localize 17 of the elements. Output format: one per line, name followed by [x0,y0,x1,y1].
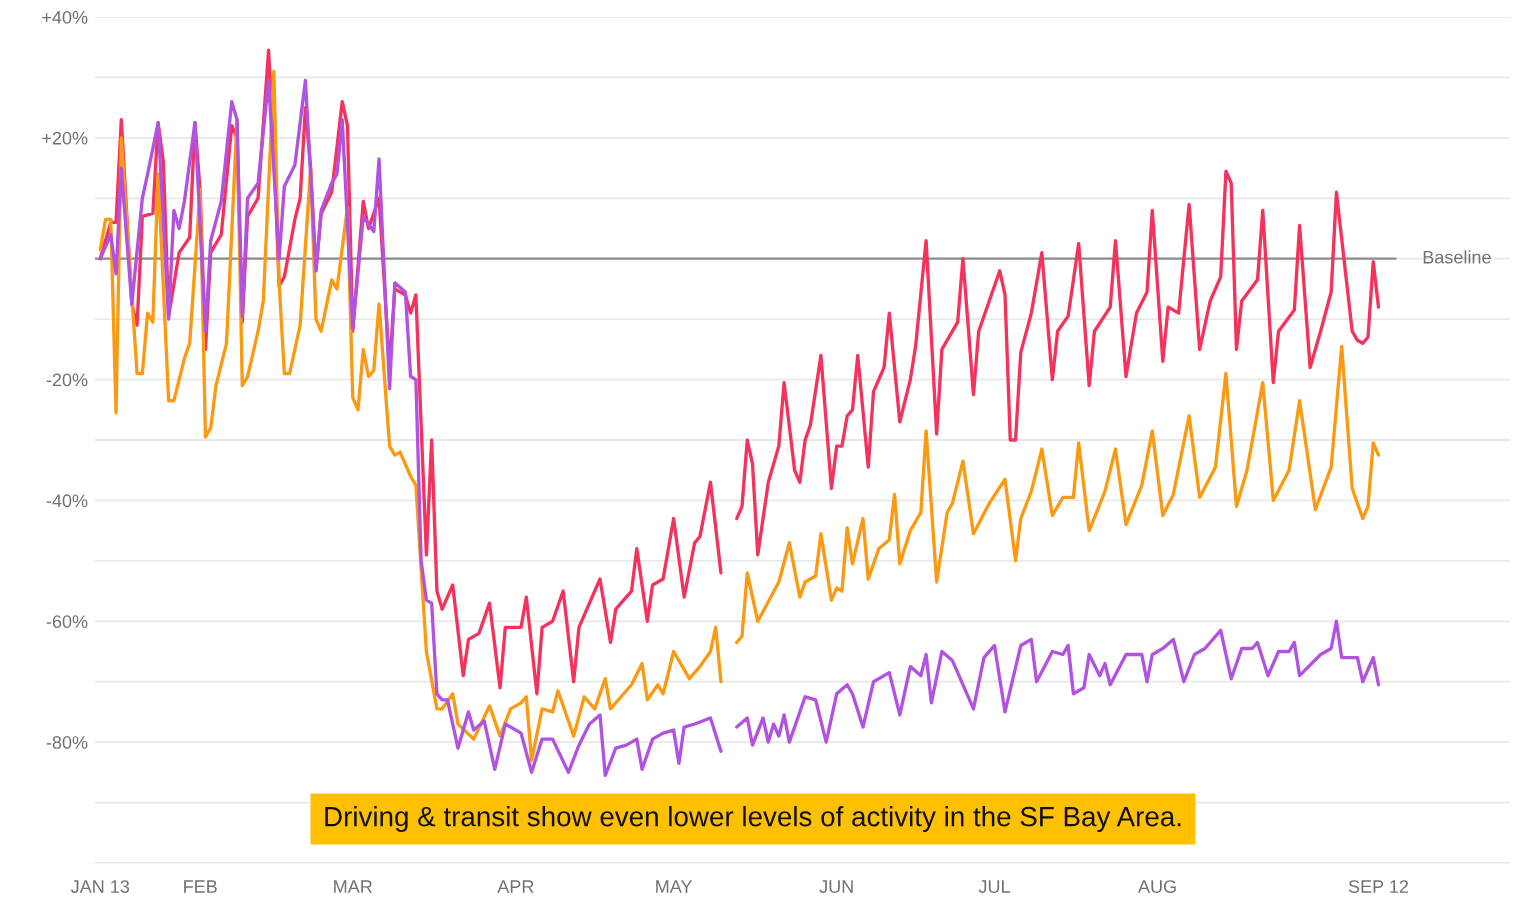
x-tick-label: MAR [334,880,372,893]
x-tick-label: JUL [978,880,1010,893]
x-tick-label: SEP 12 [1348,880,1409,893]
x-tick-label: AUG [1138,880,1176,893]
ref-line-label: Baseline [1423,250,1491,264]
y-tick-label: -60% [46,615,88,629]
x-tick-label: JAN 13 [70,880,130,893]
y-tick-label: -80% [46,736,88,749]
x-tick-label: JUN [819,880,853,893]
y-tick-label: +20% [42,131,88,145]
x-tick-label: MAY [656,880,693,893]
y-tick-label: +40% [42,10,88,24]
annotation: Driving & transit show even lower levels of activity in the SF Bay Area. [325,806,1181,832]
x-tick-label: APR [497,880,534,893]
y-tick-label: -20% [46,373,88,387]
x-tick-label: FEB [184,880,217,893]
y-tick-label: -40% [46,494,88,508]
